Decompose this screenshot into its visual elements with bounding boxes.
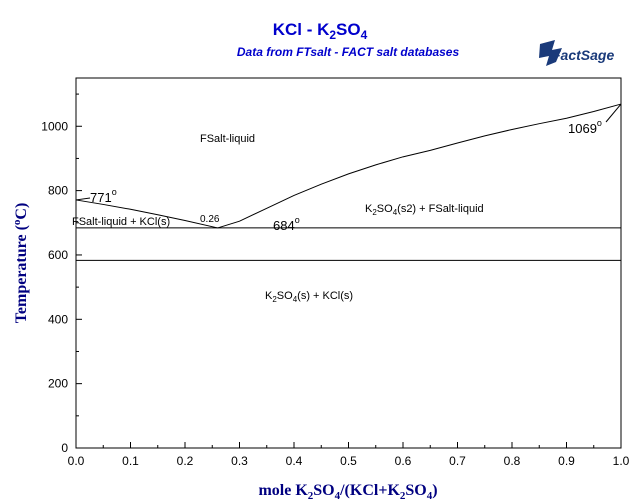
eutectic-temperature-label: 684o (273, 215, 300, 233)
k2so4-liquidus-line (217, 103, 622, 229)
logo-text: FactSage (552, 47, 614, 63)
region-label-solids: K2SO4(s) + KCl(s) (265, 290, 353, 304)
y-tick-label: 200 (48, 377, 68, 391)
kcl-liquidus-line (75, 199, 218, 229)
kcl-melting-point-leader (75, 197, 91, 201)
x-tick-label: 0.4 (286, 454, 303, 468)
k2so4-melting-point-label: 1069o (568, 118, 602, 136)
y-tick-label: 800 (48, 184, 68, 198)
x-tick-label: 0.9 (558, 454, 575, 468)
x-tick-label: 0.2 (177, 454, 194, 468)
x-axis-ticks: 0.0 0.1 0.2 0.3 0.4 0.5 0.6 0.7 0.8 0.9 1.0 (68, 442, 630, 468)
x-tick-label: 0.8 (504, 454, 521, 468)
x-tick-label: 0.5 (340, 454, 357, 468)
x-tick-label: 0.0 (68, 454, 85, 468)
phase-boundaries (75, 103, 622, 261)
x-tick-label: 0.3 (231, 454, 248, 468)
chart-subtitle: Data from FTsalt - FACT salt databases (237, 45, 460, 59)
region-label-liquid: FSalt-liquid (200, 133, 255, 145)
x-axis-title: mole K2SO4/(KCl+K2SO4) (258, 482, 437, 502)
logo-mark (539, 40, 562, 66)
y-axis-title: Temperature (oC) (11, 203, 30, 324)
k2so4-melting-point-leader (605, 103, 622, 123)
x-tick-label: 0.1 (122, 454, 139, 468)
y-tick-label: 600 (48, 248, 68, 262)
y-tick-label: 0 (61, 441, 68, 455)
x-tick-label: 0.6 (395, 454, 412, 468)
kcl-melting-point-label: 771o (90, 187, 117, 205)
x-tick-label: 1.0 (613, 454, 630, 468)
x-tick-label: 0.7 (449, 454, 466, 468)
y-tick-label: 400 (48, 312, 68, 326)
plot-frame (75, 77, 622, 449)
factsage-logo: FactSage (539, 40, 614, 66)
y-tick-label: 1000 (41, 119, 68, 133)
region-label-liquid-kcl: FSalt-liquid + KCl(s) (72, 216, 170, 228)
region-label-k2so4-liquid: K2SO4(s2) + FSalt-liquid (365, 203, 484, 217)
eutectic-composition-label: 0.26 (200, 214, 220, 225)
chart-title: KCl - K2SO4 (273, 20, 368, 42)
y-axis-ticks: 0 200 400 600 800 1000 (41, 93, 82, 455)
